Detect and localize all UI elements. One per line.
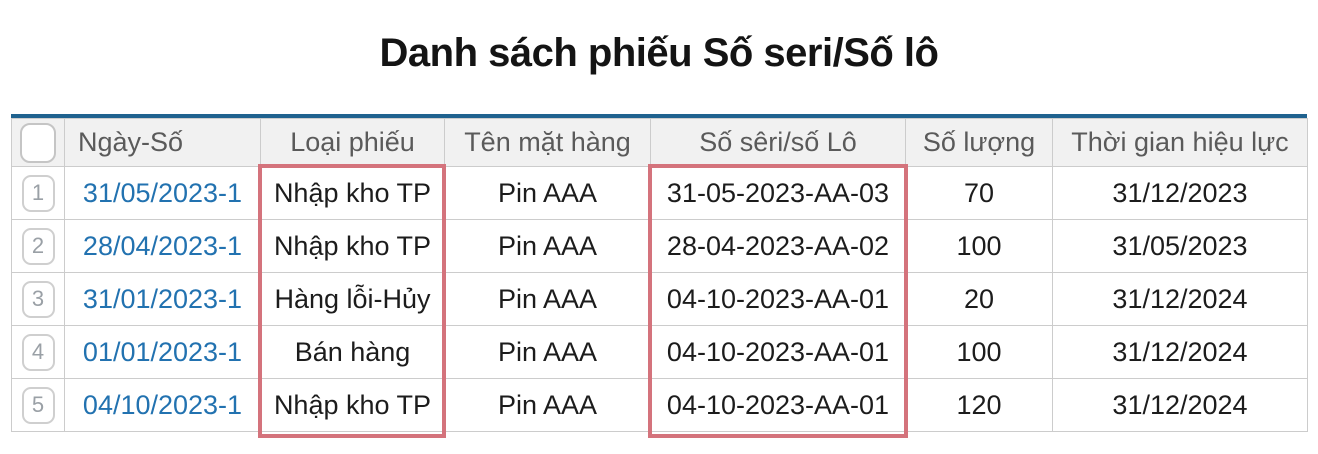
cell-ngay-so: 04/10/2023-1 bbox=[64, 378, 261, 432]
row-number-cell: 2 bbox=[11, 219, 65, 273]
cell-ngay-so: 31/05/2023-1 bbox=[64, 166, 261, 220]
select-all-checkbox[interactable] bbox=[20, 122, 56, 163]
cell-loai-phieu: Bán hàng bbox=[260, 325, 445, 379]
cell-so-seri: 04-10-2023-AA-01 bbox=[650, 272, 906, 326]
cell-thoi-gian-hieu-luc: 31/12/2024 bbox=[1052, 272, 1308, 326]
cell-loai-phieu: Nhập kho TP bbox=[260, 378, 445, 432]
select-all-cell bbox=[11, 118, 65, 167]
cell-so-luong: 20 bbox=[905, 272, 1053, 326]
col-header-so-luong[interactable]: Số lượng bbox=[905, 118, 1053, 167]
cell-thoi-gian-hieu-luc: 31/12/2023 bbox=[1052, 166, 1308, 220]
cell-ngay-so: 28/04/2023-1 bbox=[64, 219, 261, 273]
cell-loai-phieu: Nhập kho TP bbox=[260, 166, 445, 220]
col-header-so-seri[interactable]: Số sêri/số Lô bbox=[650, 118, 906, 167]
row-number-cell: 4 bbox=[11, 325, 65, 379]
voucher-date-link[interactable]: 28/04/2023-1 bbox=[82, 230, 243, 261]
cell-ten-mat-hang: Pin AAA bbox=[444, 325, 651, 379]
table-row: 4 01/01/2023-1 Bán hàng Pin AAA 04-10-20… bbox=[11, 325, 1308, 379]
row-number-badge: 1 bbox=[21, 174, 55, 212]
voucher-date-link[interactable]: 04/10/2023-1 bbox=[82, 389, 243, 420]
row-number-badge: 5 bbox=[21, 386, 55, 424]
cell-so-seri: 04-10-2023-AA-01 bbox=[650, 325, 906, 379]
cell-thoi-gian-hieu-luc: 31/12/2024 bbox=[1052, 325, 1308, 379]
row-number-cell: 1 bbox=[11, 166, 65, 220]
cell-so-seri: 31-05-2023-AA-03 bbox=[650, 166, 906, 220]
col-header-thoi-gian-hieu-luc[interactable]: Thời gian hiệu lực bbox=[1052, 118, 1308, 167]
voucher-date-link[interactable]: 01/01/2023-1 bbox=[82, 336, 243, 367]
table-row: 5 04/10/2023-1 Nhập kho TP Pin AAA 04-10… bbox=[11, 378, 1308, 432]
col-header-ten-mat-hang[interactable]: Tên mặt hàng bbox=[444, 118, 651, 167]
table-row: 1 31/05/2023-1 Nhập kho TP Pin AAA 31-05… bbox=[11, 166, 1308, 220]
voucher-table: Ngày-Số Loại phiếu Tên mặt hàng Số sêri/… bbox=[11, 118, 1308, 432]
cell-ngay-so: 01/01/2023-1 bbox=[64, 325, 261, 379]
cell-ten-mat-hang: Pin AAA bbox=[444, 378, 651, 432]
cell-so-luong: 70 bbox=[905, 166, 1053, 220]
cell-so-luong: 100 bbox=[905, 219, 1053, 273]
voucher-date-link[interactable]: 31/05/2023-1 bbox=[82, 177, 243, 208]
voucher-table-container: Ngày-Số Loại phiếu Tên mặt hàng Số sêri/… bbox=[11, 114, 1308, 438]
row-number-badge: 4 bbox=[21, 333, 55, 371]
voucher-date-link[interactable]: 31/01/2023-1 bbox=[82, 283, 243, 314]
row-number-cell: 3 bbox=[11, 272, 65, 326]
col-header-ngay-so[interactable]: Ngày-Số bbox=[64, 118, 261, 167]
row-number-badge: 2 bbox=[21, 227, 55, 265]
cell-loai-phieu: Nhập kho TP bbox=[260, 219, 445, 273]
cell-ten-mat-hang: Pin AAA bbox=[444, 166, 651, 220]
table-row: 2 28/04/2023-1 Nhập kho TP Pin AAA 28-04… bbox=[11, 219, 1308, 273]
cell-ten-mat-hang: Pin AAA bbox=[444, 272, 651, 326]
table-row: 3 31/01/2023-1 Hàng lỗi-Hủy Pin AAA 04-1… bbox=[11, 272, 1308, 326]
table-header-row: Ngày-Số Loại phiếu Tên mặt hàng Số sêri/… bbox=[11, 118, 1308, 167]
cell-so-seri: 04-10-2023-AA-01 bbox=[650, 378, 906, 432]
row-number-cell: 5 bbox=[11, 378, 65, 432]
cell-ngay-so: 31/01/2023-1 bbox=[64, 272, 261, 326]
cell-thoi-gian-hieu-luc: 31/05/2023 bbox=[1052, 219, 1308, 273]
cell-thoi-gian-hieu-luc: 31/12/2024 bbox=[1052, 378, 1308, 432]
cell-loai-phieu: Hàng lỗi-Hủy bbox=[260, 272, 445, 326]
col-header-loai-phieu[interactable]: Loại phiếu bbox=[260, 118, 445, 167]
cell-so-luong: 100 bbox=[905, 325, 1053, 379]
row-number-badge: 3 bbox=[21, 280, 55, 318]
cell-ten-mat-hang: Pin AAA bbox=[444, 219, 651, 273]
cell-so-seri: 28-04-2023-AA-02 bbox=[650, 219, 906, 273]
cell-so-luong: 120 bbox=[905, 378, 1053, 432]
page-title: Danh sách phiếu Số seri/Số lô bbox=[379, 31, 939, 75]
